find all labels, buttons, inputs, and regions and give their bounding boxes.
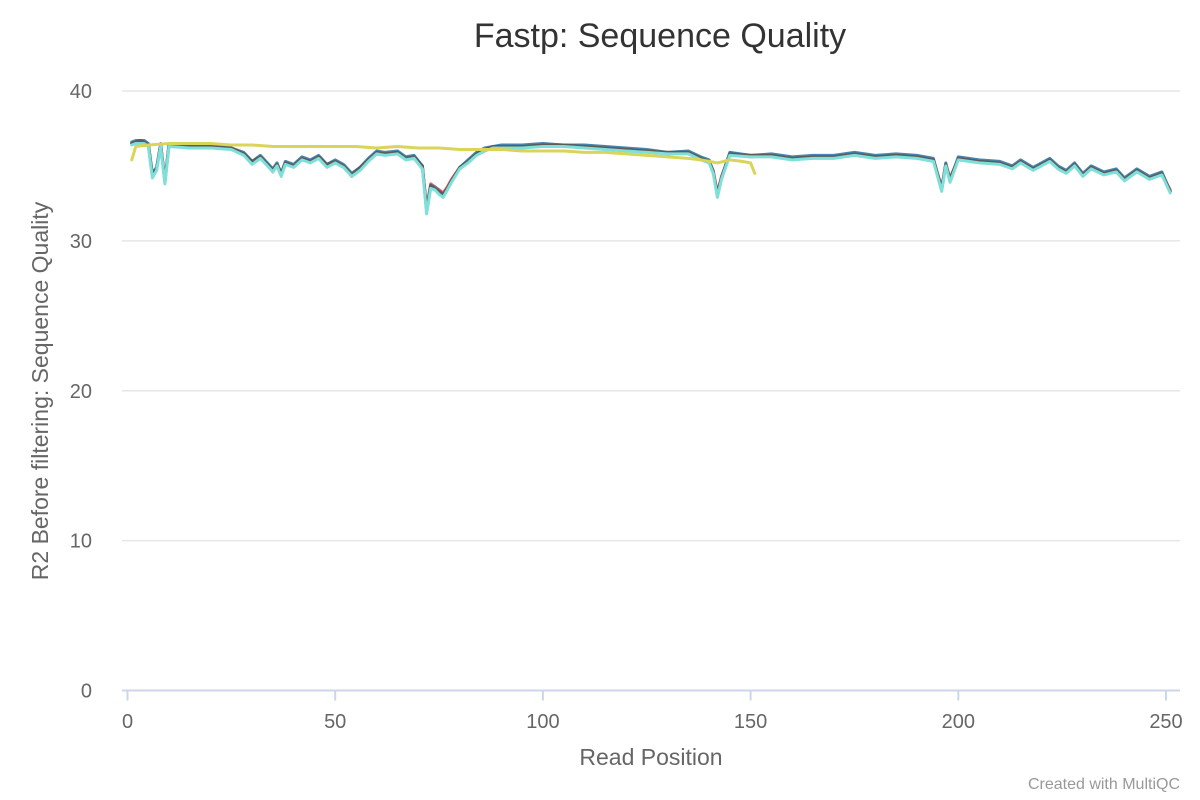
x-axis-ticks: 0 50 100 150 200 250 — [122, 690, 1183, 733]
grid-lines — [122, 90, 1180, 542]
x-tick-label: 0 — [122, 711, 133, 733]
chart-title: Fastp: Sequence Quality — [474, 17, 846, 55]
x-tick-label: 150 — [734, 711, 767, 733]
y-tick-label: 40 — [70, 81, 92, 103]
y-tick-label: 30 — [70, 231, 92, 253]
y-tick-label: 0 — [81, 681, 92, 703]
credit-text: Created with MultiQC — [1028, 776, 1180, 793]
y-axis-title: R2 Before filtering: Sequence Quality — [27, 201, 53, 580]
x-tick-label: 50 — [324, 711, 346, 733]
series-line-4 — [130, 142, 1172, 216]
x-tick-label: 200 — [942, 711, 975, 733]
y-tick-label: 20 — [70, 381, 92, 403]
series-group — [130, 139, 1172, 216]
x-axis-title: Read Position — [579, 744, 722, 770]
series-line-3 — [130, 139, 1172, 211]
x-tick-label: 100 — [526, 711, 559, 733]
y-axis-ticks: 0 10 20 30 40 — [70, 81, 92, 703]
y-tick-label: 10 — [70, 531, 92, 553]
x-tick-label: 250 — [1149, 711, 1182, 733]
series-line-5 — [130, 142, 757, 175]
